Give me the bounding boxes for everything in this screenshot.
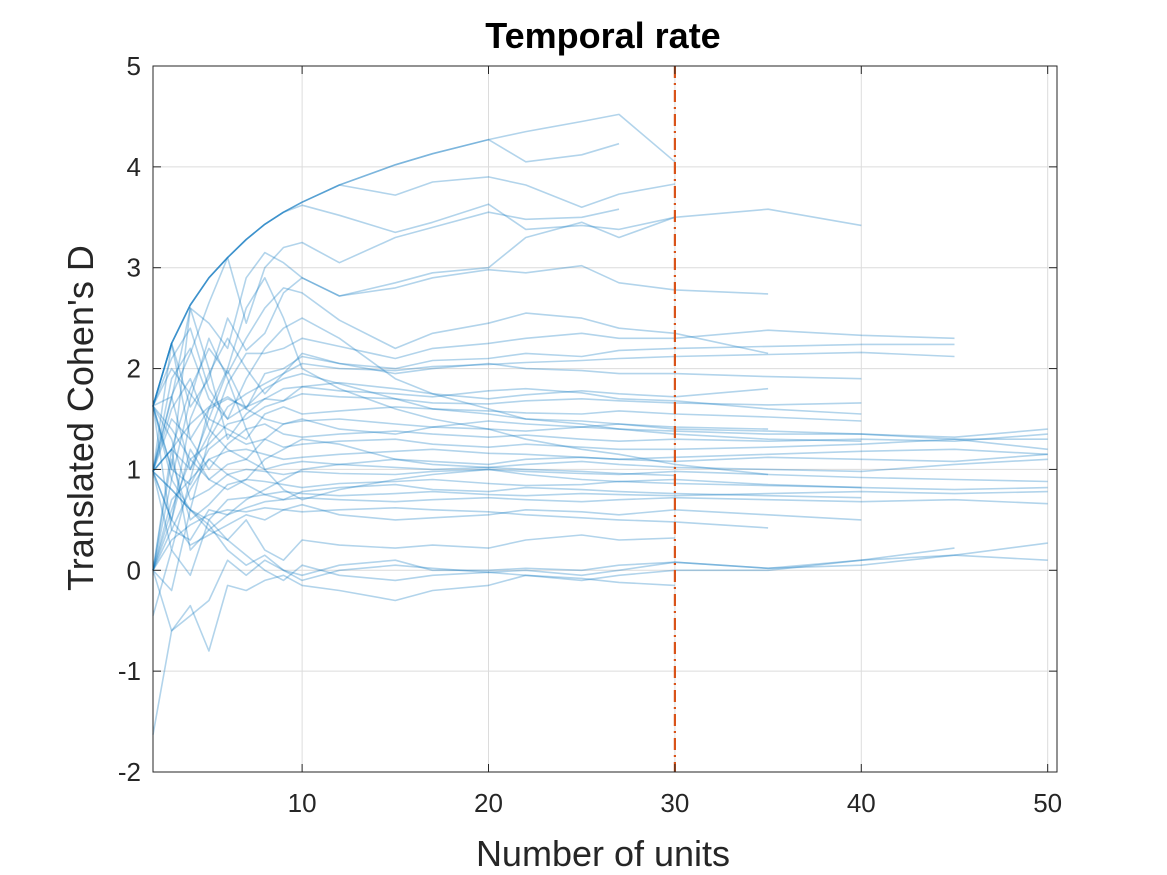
y-tick-label: 3 [127,253,141,283]
tick-layer: 10 20 30 40 50 -2 -1 0 1 2 3 4 5 [118,51,1062,818]
series-line [152,343,955,471]
series-line [152,448,1048,521]
series-line [152,405,1048,501]
series-line [152,203,676,407]
series-line [152,542,1048,735]
series-line [152,405,1048,486]
series-line [152,506,769,571]
series-line [152,377,1048,472]
series-line [152,395,1048,472]
y-tick-label: 1 [127,454,141,484]
plot-frame [152,65,1058,773]
series-line [152,287,769,472]
chart-title: Temporal rate [485,15,720,56]
x-tick-label: 10 [288,788,317,818]
series-line [152,208,862,470]
series-line [152,276,769,551]
series-line [152,342,862,472]
series-line [152,471,862,546]
y-tick-label: 4 [127,152,141,182]
series-line [152,458,862,571]
series-line [152,448,675,571]
y-tick-label: -1 [118,656,141,686]
x-tick-label: 30 [660,788,689,818]
series-line [152,337,862,571]
series-line [152,351,955,511]
series-line [152,554,1048,632]
series-line [152,208,620,472]
series-line [152,138,620,407]
y-tick-label: 2 [127,354,141,384]
series-line [152,347,769,472]
series-line [152,176,676,407]
series-line [152,519,675,616]
series-line [152,448,1048,571]
series-line [152,418,1048,472]
x-tick-label: 20 [474,788,503,818]
series-line [152,405,675,491]
series-line [152,329,955,472]
series-line [152,405,1048,531]
series-line [152,367,862,441]
series-line [152,113,676,407]
y-tick-label: -2 [118,757,141,787]
series-line [152,458,1048,571]
x-axis-label: Number of units [476,833,730,874]
y-axis-label: Translated Cohen's D [60,245,101,591]
x-tick-label: 40 [847,788,876,818]
series-line [152,508,955,592]
series-line [152,337,862,571]
y-tick-label: 5 [127,51,141,81]
series-layer [152,113,1048,735]
series-line [152,470,1048,521]
series-line [152,307,862,471]
series-line [152,264,769,408]
x-tick-label: 50 [1033,788,1062,818]
series-line [152,317,862,442]
series-line [152,381,769,571]
series-line [152,405,1048,541]
y-tick-label: 0 [127,555,141,585]
